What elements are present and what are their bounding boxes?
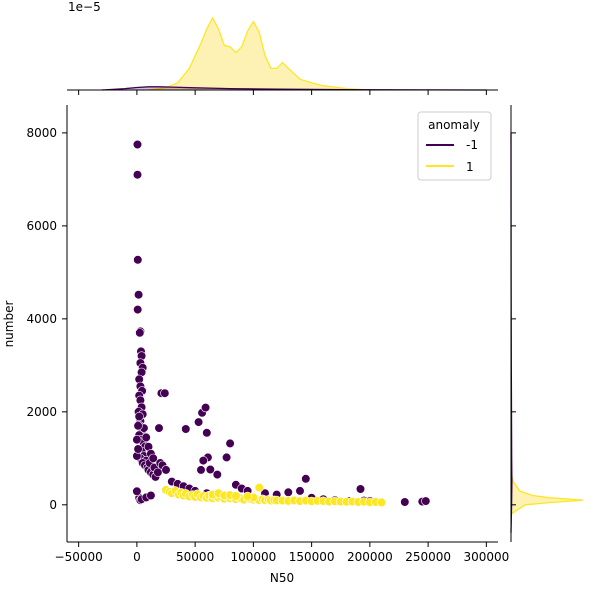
scatter-point-anomaly-m1 <box>154 423 164 433</box>
x-tick-label: 150000 <box>289 550 335 564</box>
scatter-point-anomaly-m1 <box>141 432 151 443</box>
scatter-plot-area: −50000 0 50000 100000 150000 200000 250000 3000… <box>2 105 509 585</box>
scatter-point-anomaly-m1 <box>222 452 232 463</box>
y-tick-label: 2000 <box>26 405 57 419</box>
scatter-point-anomaly-m1 <box>146 490 156 501</box>
scatter-point-anomaly-m1 <box>400 497 410 507</box>
scatter-point-anomaly-m1 <box>133 421 143 431</box>
scatter-point-anomaly-m1 <box>301 474 311 484</box>
legend-label-anomaly-1: 1 <box>466 160 474 174</box>
scatter-point-anomaly-m1 <box>132 170 143 180</box>
scatter-point-anomaly-m1 <box>132 435 142 445</box>
scatter-point-anomaly-m1 <box>421 496 431 506</box>
marginal-x-density: 1e−5 <box>67 0 498 95</box>
scatter-point-anomaly-m1 <box>161 465 171 475</box>
scatter-point-anomaly-m1 <box>212 470 222 480</box>
scatter-point-anomaly-m1 <box>205 464 215 475</box>
y-axis-label: number <box>2 301 16 348</box>
x-tick-label: 50000 <box>176 550 214 564</box>
marginal-y-scale-label: 1e−5 <box>68 0 101 14</box>
scatter-point-anomaly-m1 <box>133 305 143 315</box>
scatter-point-anomaly-m1 <box>295 486 305 496</box>
y-axis-ticks: 0 2000 4000 6000 8000 <box>26 126 67 512</box>
marginal-x-fill-anomaly-1 <box>148 18 370 90</box>
scatter-point-anomaly-m1 <box>181 424 191 434</box>
y-tick-label: 4000 <box>26 312 57 326</box>
scatter-point-anomaly-1 <box>231 491 241 501</box>
marginal-y-density <box>510 105 584 542</box>
scatter-point-anomaly-m1 <box>133 444 143 454</box>
scatter-point-anomaly-m1 <box>196 465 206 475</box>
scatter-point-anomaly-m1 <box>134 411 144 422</box>
scatter-point-anomaly-m1 <box>198 456 208 466</box>
scatter-point-anomaly-m1 <box>201 403 211 413</box>
x-axis-label: N50 <box>270 571 294 585</box>
scatter-point-anomaly-m1 <box>355 484 366 494</box>
scatter-point-anomaly-m1 <box>132 486 142 496</box>
scatter-point-anomaly-m1 <box>132 139 143 150</box>
x-tick-label: 0 <box>133 550 141 564</box>
y-tick-label: 8000 <box>26 126 57 140</box>
scatter-point-anomaly-m1 <box>133 255 143 265</box>
x-tick-label: −50000 <box>55 550 103 564</box>
scatter-point-anomaly-m1 <box>202 428 212 438</box>
marginal-x-fill-anomaly-m1 <box>101 86 487 90</box>
marginal-x-line-anomaly-1 <box>148 16 370 91</box>
marginal-y-line-anomaly-1 <box>510 472 584 515</box>
scatter-point-anomaly-1 <box>243 491 253 502</box>
x-tick-label: 200000 <box>347 550 393 564</box>
scatter-point-anomaly-1 <box>254 483 264 493</box>
scatter-point-anomaly-m1 <box>225 438 235 449</box>
x-axis-ticks: −50000 0 50000 100000 150000 200000 250000 3000… <box>55 542 509 564</box>
scatter-point-anomaly-m1 <box>160 388 170 398</box>
x-tick-label: 100000 <box>230 550 276 564</box>
marginal-y-fill-anomaly-1 <box>511 472 583 515</box>
scatter-point-anomaly-1 <box>376 497 387 508</box>
x-tick-label: 250000 <box>405 550 451 564</box>
legend-box <box>417 111 492 181</box>
scatter-point-anomaly-m1 <box>134 290 144 300</box>
legend-title: anomaly <box>428 118 480 132</box>
y-tick-label: 6000 <box>26 219 57 233</box>
scatter-point-anomaly-m1 <box>148 453 158 463</box>
legend: anomaly -1 1 <box>417 111 492 181</box>
scatter-point-anomaly-m1 <box>283 487 293 497</box>
legend-label-anomaly-neg1: -1 <box>466 138 478 152</box>
y-tick-label: 0 <box>49 498 57 512</box>
scatter-points <box>132 139 431 508</box>
scatter-point-anomaly-m1 <box>194 417 204 427</box>
x-tick-label: 300000 <box>463 550 509 564</box>
scatter-point-anomaly-m1 <box>135 328 145 338</box>
